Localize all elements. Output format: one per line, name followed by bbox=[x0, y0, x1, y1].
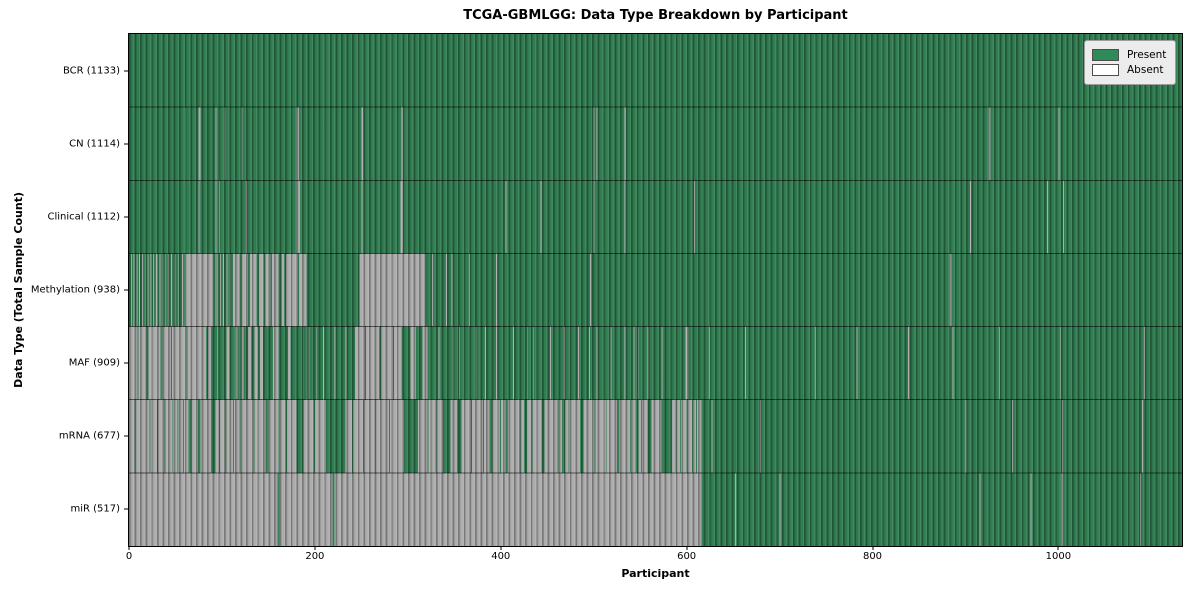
row-label: Clinical (1112) bbox=[47, 211, 121, 223]
legend-entry-absent: Absent bbox=[1092, 64, 1168, 76]
row-label: miR (517) bbox=[70, 503, 120, 515]
x-tick-label: 1000 bbox=[1045, 551, 1072, 562]
absent-swatch bbox=[1092, 64, 1119, 76]
legend-entry-present: Present bbox=[1092, 49, 1168, 61]
x-tick-label: 600 bbox=[677, 551, 697, 562]
x-tick-label: 800 bbox=[862, 551, 883, 562]
legend-label-present: Present bbox=[1127, 49, 1167, 61]
x-tick-mark bbox=[872, 546, 873, 550]
chart-title: TCGA-GBMLGG: Data Type Breakdown by Part… bbox=[463, 8, 848, 23]
y-tick-mark bbox=[124, 143, 128, 145]
y-tick-mark bbox=[124, 508, 128, 510]
y-tick-mark bbox=[124, 289, 128, 291]
row-label: CN (1114) bbox=[69, 138, 120, 150]
heatmap-canvas bbox=[129, 34, 1182, 546]
x-tick-mark bbox=[1057, 546, 1059, 550]
x-tick-label: 0 bbox=[125, 551, 133, 562]
legend: Present Absent bbox=[1084, 40, 1176, 85]
x-tick-mark bbox=[314, 546, 316, 550]
y-tick-mark bbox=[124, 435, 128, 437]
legend-label-absent: Absent bbox=[1127, 64, 1164, 76]
x-tick-mark bbox=[500, 546, 502, 550]
row-label: mRNA (677) bbox=[58, 430, 120, 442]
row-label: Methylation (938) bbox=[30, 284, 120, 296]
x-tick-mark bbox=[128, 546, 130, 550]
present-swatch bbox=[1092, 49, 1119, 61]
y-tick-mark bbox=[124, 362, 128, 364]
y-tick-mark bbox=[124, 216, 128, 218]
plot-area: Present Absent bbox=[128, 33, 1183, 547]
y-tick-mark bbox=[124, 70, 128, 72]
row-label: BCR (1133) bbox=[62, 65, 120, 77]
x-tick-label: 200 bbox=[305, 551, 325, 562]
x-tick-label: 400 bbox=[491, 551, 511, 562]
x-axis-label: Participant bbox=[621, 567, 690, 580]
row-label: MAF (909) bbox=[68, 357, 120, 369]
x-tick-mark bbox=[686, 546, 688, 550]
